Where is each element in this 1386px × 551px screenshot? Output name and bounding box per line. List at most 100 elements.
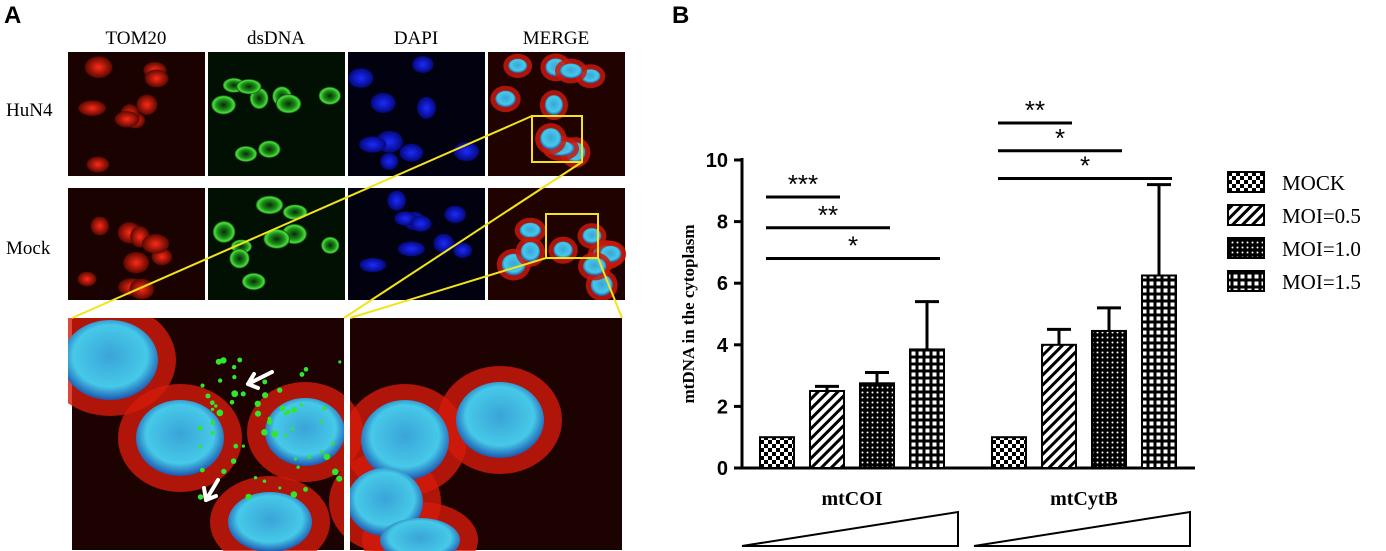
y-tick-label: 6 — [717, 273, 728, 295]
dsdna-speck — [283, 412, 288, 416]
cell-nucleus — [433, 233, 454, 253]
dsdna-speck — [303, 487, 308, 492]
arrow-icon — [202, 478, 220, 502]
cell-nucleus — [544, 95, 563, 116]
cell-nucleus — [275, 94, 302, 114]
panel-a-letter: A — [4, 2, 22, 29]
dose-triangle — [741, 510, 959, 547]
cell-nucleus — [321, 236, 340, 254]
zoom-box-hun4 — [531, 115, 583, 163]
dsdna-speck — [320, 450, 324, 454]
dsdna-speck — [209, 400, 215, 406]
cell-nucleus — [359, 257, 387, 273]
significance-stars: * — [848, 231, 858, 261]
zoom-box-mock — [545, 213, 599, 259]
cell-nucleus — [241, 272, 266, 291]
dsdna-speck — [291, 407, 298, 414]
zoom-line-3 — [349, 257, 547, 319]
bar — [859, 382, 895, 469]
legend-label: MOI=0.5 — [1282, 204, 1361, 228]
dsdna-speck — [241, 444, 245, 448]
bar — [1041, 343, 1077, 469]
dsdna-speck — [296, 465, 300, 469]
dsdna-speck — [205, 393, 211, 399]
y-axis-label: mtDNA in the cytoplasm — [679, 225, 698, 404]
cell-nucleus — [234, 146, 258, 162]
cell-nucleus — [136, 400, 224, 476]
y-tick-label: 4 — [717, 335, 729, 357]
dsdna-speck — [231, 364, 237, 370]
dsdna-speck — [262, 479, 267, 483]
cell-nucleus — [212, 220, 236, 243]
dsdna-speck — [237, 357, 243, 363]
dsdna-speck — [277, 387, 283, 393]
dsdna-speck — [284, 434, 288, 438]
dsdna-speck — [217, 378, 223, 383]
dsdna-speck — [216, 409, 224, 417]
zoom-line-4 — [597, 257, 623, 319]
dsdna-speck — [266, 419, 273, 425]
cell-nucleus — [78, 100, 106, 116]
legend-label: MOI=1.0 — [1282, 237, 1361, 261]
dsdna-speck — [262, 379, 268, 385]
dose-triangle — [973, 510, 1191, 547]
zoom-line-1 — [71, 115, 533, 319]
legend-swatch — [1227, 237, 1265, 259]
zoom-callouts — [71, 115, 623, 319]
legend-swatch — [1227, 171, 1265, 193]
cell-nucleus — [520, 242, 540, 262]
tile-hun4-dsdna — [208, 52, 345, 176]
cell-nucleus — [347, 468, 423, 536]
y-tick-label: 0 — [717, 458, 728, 480]
dsdna-speck — [221, 468, 227, 475]
bar — [759, 436, 795, 470]
zoom-line-2 — [343, 161, 583, 319]
cell-nucleus — [348, 68, 374, 88]
cell-nucleus — [582, 228, 602, 244]
panel-b-letter: B — [672, 2, 690, 29]
cell-nucleus — [583, 257, 607, 276]
dsdna-speck — [220, 357, 227, 364]
cell-nucleus — [282, 204, 308, 220]
column-label-tom20: TOM20 — [105, 28, 167, 49]
cell-nucleus — [114, 111, 140, 128]
mask-right — [622, 300, 652, 551]
dsdna-speck — [215, 358, 222, 365]
mask-left — [0, 300, 68, 551]
cell-nucleus — [258, 140, 281, 158]
dsdna-speck — [197, 425, 203, 431]
dsdna-speck — [331, 468, 339, 476]
cell-nucleus — [380, 518, 460, 551]
cell-nucleus — [508, 58, 528, 73]
y-tick-label: 10 — [706, 150, 728, 172]
cell-blobs — [0, 52, 652, 551]
column-label-merge: MERGE — [522, 28, 590, 49]
cell-nucleus — [144, 69, 169, 88]
row-label-hun4: HuN4 — [6, 100, 53, 121]
cell-nucleus — [90, 216, 109, 236]
tile-gutter — [485, 52, 488, 300]
bar — [809, 390, 845, 469]
dsdna-speck — [210, 420, 216, 425]
cell-nucleus — [263, 228, 291, 249]
y-tick-label: 2 — [717, 396, 728, 418]
cell-nucleus — [495, 90, 516, 108]
dsdna-speck — [245, 493, 252, 500]
column-label-dsdna: dsDNA — [246, 28, 306, 49]
dsdna-speck — [271, 430, 278, 438]
dsdna-speck — [338, 360, 342, 364]
dsdna-speck — [307, 455, 312, 459]
dsdna-speck — [230, 458, 237, 464]
cell-nucleus — [417, 96, 436, 119]
zoom-divider — [344, 318, 350, 551]
cell-nucleus — [77, 271, 97, 287]
dsdna-speck — [279, 405, 286, 412]
cell-nucleus — [228, 492, 312, 551]
column-label-dapi: DAPI — [393, 28, 439, 49]
cell-nucleus — [519, 222, 541, 239]
cell-nucleus — [359, 136, 387, 153]
cell-nucleus — [387, 190, 406, 211]
cell-nucleus — [136, 94, 158, 115]
cell-nucleus — [553, 241, 573, 259]
bar — [1091, 329, 1127, 469]
